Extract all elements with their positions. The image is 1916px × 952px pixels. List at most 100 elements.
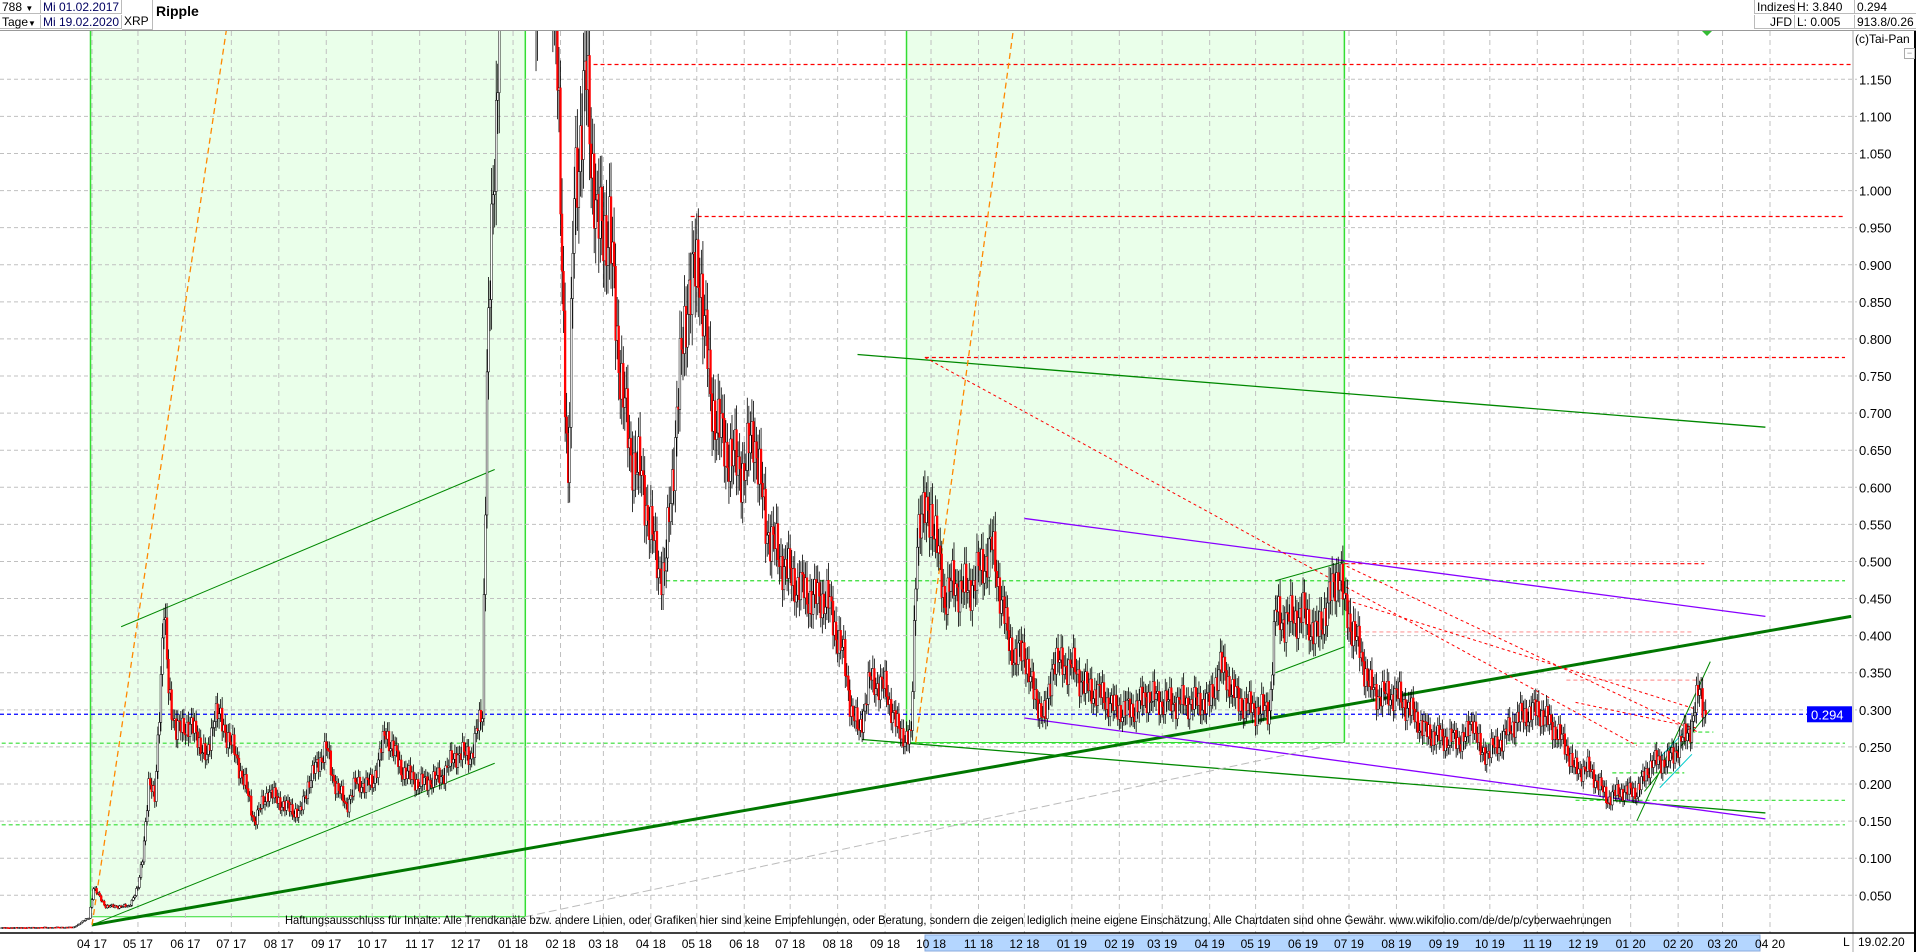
x-tick-label: 12 18: [1009, 937, 1039, 951]
candle-up: [1490, 738, 1493, 758]
candle-up: [568, 427, 571, 483]
candle-down: [939, 545, 942, 555]
candle-down: [1278, 596, 1282, 631]
x-tick-label: 10 18: [916, 937, 946, 951]
candle-down: [1332, 573, 1335, 582]
candle-down: [955, 583, 959, 588]
x-tick-label: 04 17: [77, 937, 107, 951]
y-tick-label: 1.000: [1859, 184, 1892, 199]
candle-down: [345, 802, 348, 805]
candle-up: [1326, 602, 1329, 626]
candle-up: [669, 503, 672, 523]
candle-up: [492, 194, 495, 205]
y-tick-label: 0.600: [1859, 480, 1892, 495]
candle-down: [856, 707, 859, 729]
candle-up: [263, 801, 267, 805]
candle-down: [977, 551, 980, 567]
candle-up: [481, 718, 484, 723]
candle-up: [456, 754, 460, 768]
collapse-button[interactable]: −: [1904, 48, 1915, 59]
candle-up: [1058, 659, 1061, 663]
candle-down: [612, 241, 616, 267]
x-tick-label: 02 18: [545, 937, 575, 951]
candle-up: [770, 526, 773, 562]
candle-up: [378, 748, 382, 761]
candle-up: [795, 594, 798, 603]
candle-down: [1165, 690, 1168, 702]
trend-line-channel: [120, 469, 495, 628]
candle-down: [614, 265, 617, 341]
candle-up: [606, 247, 610, 266]
candle-up: [487, 307, 490, 373]
candle-down: [563, 310, 567, 418]
y-tick-label: 0.200: [1859, 777, 1892, 792]
x-tick-label: 03 20: [1708, 937, 1738, 951]
candle-up: [582, 70, 585, 160]
candle-up: [159, 674, 163, 723]
date-to[interactable]: Mi 19.02.2020: [41, 15, 122, 29]
candle-down: [1102, 682, 1106, 703]
candle-down: [1161, 701, 1164, 708]
candle-down: [358, 776, 362, 793]
candle-down: [274, 787, 277, 797]
candle-down: [935, 515, 939, 553]
group-top: Indizes: [1754, 0, 1795, 14]
scale-mode[interactable]: L: [1843, 935, 1850, 949]
candle-up: [1531, 702, 1534, 720]
candle-up: [1502, 731, 1505, 752]
candle-down: [1170, 687, 1173, 712]
candle-down: [236, 755, 239, 759]
x-tick-label: 06 17: [170, 937, 200, 951]
candle-down: [952, 560, 956, 596]
candle-down: [801, 572, 804, 575]
candle-up: [1079, 681, 1083, 697]
candle-up: [129, 905, 132, 907]
candle-up: [1217, 669, 1220, 691]
x-tick-label: 12 19: [1568, 937, 1598, 951]
candle-up: [1164, 690, 1167, 715]
trend-line-channel: [857, 353, 1766, 428]
candle-down: [1399, 681, 1403, 703]
period-dropdown[interactable]: Tage▼: [0, 15, 41, 29]
count-dropdown[interactable]: 788 ▼: [0, 0, 41, 14]
candle-up: [1138, 700, 1141, 713]
candle-up: [484, 514, 487, 595]
candle-down: [1023, 642, 1026, 660]
marker-triangle-icon: [1702, 31, 1712, 36]
candle-up: [824, 606, 827, 614]
candle-down: [331, 774, 334, 777]
candle-down: [325, 741, 328, 749]
candle-up: [1108, 703, 1112, 717]
candle-up: [142, 840, 146, 863]
candle-down: [259, 808, 262, 810]
candle-down: [1520, 702, 1524, 712]
candle-down: [629, 438, 633, 456]
candle-down: [1554, 726, 1557, 740]
x-tick-label: 07 17: [216, 937, 246, 951]
candle-down: [1262, 694, 1265, 711]
candle-up: [452, 759, 455, 764]
x-tick-label: 01 20: [1616, 937, 1646, 951]
candle-up: [473, 733, 476, 758]
candle-up: [1637, 783, 1640, 798]
candle-down: [994, 531, 997, 572]
candle-down: [1412, 697, 1415, 710]
candle-up: [691, 253, 694, 315]
candle-up: [348, 798, 351, 813]
instrument-name: Ripple: [156, 3, 199, 19]
trend-line-red: [1575, 701, 1699, 729]
date-from[interactable]: Mi 01.02.2017: [41, 0, 122, 14]
candle-up: [1381, 681, 1384, 707]
candle-up: [665, 557, 668, 572]
candle-down: [224, 724, 227, 733]
extra-value: 913.8/0.26: [1855, 15, 1916, 29]
candle-down: [149, 778, 152, 786]
candle-down: [646, 505, 649, 521]
candle-up: [1611, 791, 1614, 806]
candle-down: [228, 732, 231, 743]
candle-up: [1234, 686, 1237, 698]
candle-down: [98, 892, 101, 897]
candle-up: [1000, 599, 1003, 614]
candle-up: [1150, 701, 1153, 703]
